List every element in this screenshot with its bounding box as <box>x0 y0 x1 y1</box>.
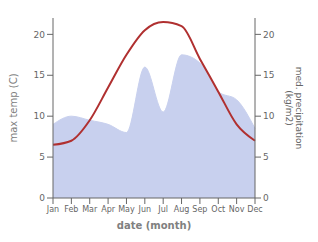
svg-text:med. precipitation(kg/m2): med. precipitation(kg/m2) <box>284 67 305 149</box>
svg-text:max temp (C): max temp (C) <box>8 73 19 142</box>
svg-text:Apr: Apr <box>101 205 116 214</box>
svg-text:Oct: Oct <box>211 205 225 214</box>
svg-text:Mar: Mar <box>82 205 98 214</box>
svg-text:20: 20 <box>263 30 275 40</box>
svg-text:15: 15 <box>263 70 274 80</box>
svg-text:0: 0 <box>39 193 45 203</box>
svg-text:Jun: Jun <box>138 205 152 214</box>
svg-text:5: 5 <box>263 152 269 162</box>
svg-text:20: 20 <box>34 30 46 40</box>
svg-text:Feb: Feb <box>64 205 78 214</box>
svg-text:May: May <box>118 205 135 214</box>
svg-text:Jan: Jan <box>46 205 59 214</box>
svg-text:5: 5 <box>39 152 45 162</box>
svg-text:date (month): date (month) <box>117 220 191 231</box>
svg-text:Nov: Nov <box>229 205 245 214</box>
svg-text:Dec: Dec <box>247 205 262 214</box>
svg-text:10: 10 <box>34 111 46 121</box>
svg-text:Aug: Aug <box>174 205 190 214</box>
svg-text:15: 15 <box>34 70 45 80</box>
svg-text:10: 10 <box>263 111 275 121</box>
svg-text:0: 0 <box>263 193 269 203</box>
svg-text:Jul: Jul <box>157 205 168 214</box>
svg-text:Sep: Sep <box>192 205 207 214</box>
